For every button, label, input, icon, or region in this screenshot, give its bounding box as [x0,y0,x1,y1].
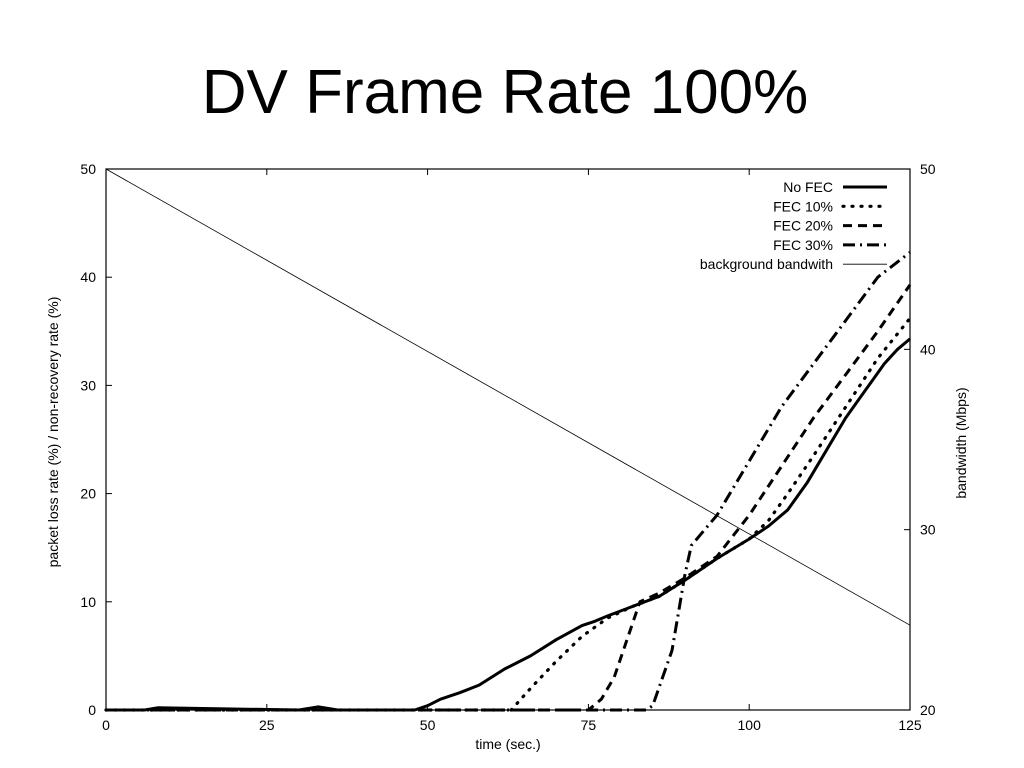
legend-label: FEC 20% [773,218,833,234]
series-line-fec-30- [106,251,911,712]
x-tick-label: 100 [738,717,762,733]
x-tick-label: 50 [420,717,436,733]
x-tick-label: 25 [259,717,275,733]
slide-title: DV Frame Rate 100% [201,58,809,127]
series-line-fec-10- [104,316,912,712]
legend: No FEC FEC 10% FEC 20% FEC 30% background ba… [700,179,889,272]
y2-axis-label: bandwidth (Mbps) [953,387,969,498]
y2-tick-label: 20 [920,702,936,718]
legend-label: FEC 30% [773,237,833,253]
y-axis-label: packet loss rate (%) / non-recovery rate… [45,297,61,568]
legend-label: No FEC [783,179,833,195]
x-tick-label: 125 [898,717,922,733]
x-axis-label: time (sec.) [475,736,540,752]
series-line-fec-20- [106,283,912,712]
y2-tick-label: 50 [920,161,936,177]
series-line-background-bandwith [105,168,911,626]
x-tick-label: 75 [581,717,597,733]
y-tick-label: 30 [80,377,96,393]
y-tick-label: 20 [80,486,96,502]
x-tick-label: 0 [102,717,110,733]
y2-tick-label: 30 [920,522,936,538]
legend-label: background bandwith [700,256,833,272]
y-tick-label: 40 [80,269,96,285]
y-tick-label: 0 [88,702,96,718]
legend-label: FEC 10% [773,198,833,214]
y2-tick-label: 40 [920,341,936,357]
y-tick-label: 10 [80,594,96,610]
y-tick-label: 50 [80,161,96,177]
